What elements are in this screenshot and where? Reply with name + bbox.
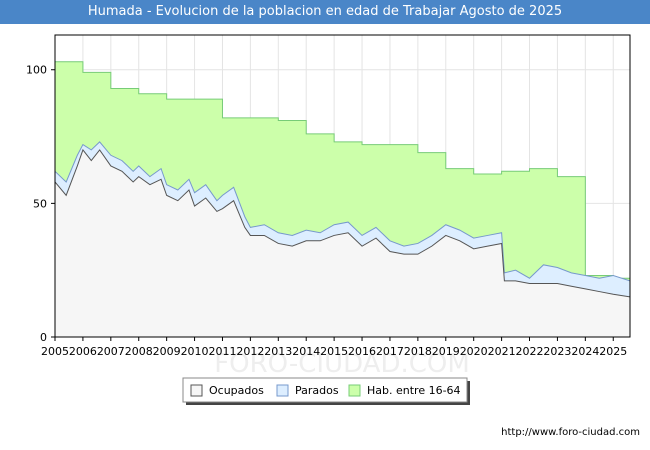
x-tick-label: 2023 [543, 345, 571, 358]
x-tick-label: 2011 [208, 345, 236, 358]
x-tick-label: 2025 [599, 345, 627, 358]
series-line-ocupados [54, 148, 631, 298]
series-layer [54, 61, 631, 338]
x-tick-label: 2020 [460, 345, 488, 358]
legend: Ocupados Parados Hab. entre 16-64 [182, 377, 470, 405]
watermark: FORO-CIUDAD.COM [214, 349, 470, 379]
x-tick-label: 2006 [69, 345, 97, 358]
plot-border [54, 34, 631, 338]
legend-box [182, 377, 468, 403]
x-tick-label: 2007 [97, 345, 125, 358]
x-tick-label: 2016 [348, 345, 376, 358]
legend-swatch [348, 384, 361, 397]
y-tick-label: 0 [40, 331, 47, 344]
legend-label: Ocupados [209, 384, 264, 397]
source-text: http://www.foro-ciudad.com [501, 427, 640, 438]
x-axis-ticks: 2005 2006 2007 2008 2009 2010 2011 2012 2013 2014… [41, 337, 627, 358]
series-area-ocupados [55, 149, 630, 337]
chart-title: Humada - Evolucion de la poblacion en ed… [0, 0, 650, 24]
x-tick-label: 2015 [320, 345, 348, 358]
x-tick-label: 2018 [404, 345, 432, 358]
x-tick-label: 2010 [181, 345, 209, 358]
x-tick-label: 2024 [571, 345, 599, 358]
legend-swatch [190, 384, 203, 397]
x-tick-label: 2017 [376, 345, 404, 358]
legend-swatch [276, 384, 289, 397]
x-tick-label: 2009 [153, 345, 181, 358]
series-line-parados [54, 141, 631, 282]
legend-label: Hab. entre 16-64 [367, 384, 461, 397]
y-tick-label: 100 [26, 64, 47, 77]
series-line-hab-entre-16-64 [55, 61, 630, 279]
x-tick-label: 2014 [292, 345, 320, 358]
x-tick-label: 2005 [41, 345, 69, 358]
x-tick-label: 2019 [432, 345, 460, 358]
x-tick-label: 2021 [488, 345, 516, 358]
y-tick-label: 50 [33, 197, 47, 210]
x-tick-label: 2012 [236, 345, 264, 358]
x-tick-label: 2008 [125, 345, 153, 358]
y-axis-ticks: 0 50 100 [26, 64, 55, 344]
x-tick-label: 2022 [516, 345, 544, 358]
legend-label: Parados [295, 384, 339, 397]
x-tick-label: 2013 [264, 345, 292, 358]
